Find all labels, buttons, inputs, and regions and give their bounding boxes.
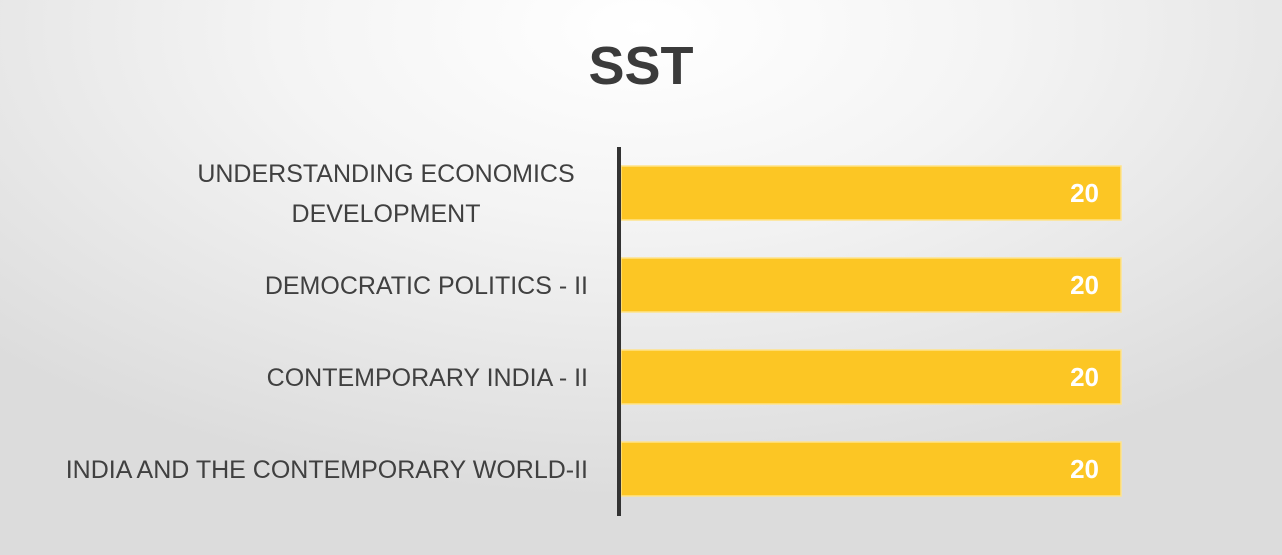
data-label-1: 20	[1070, 178, 1099, 208]
bar-3	[620, 349, 1122, 405]
category-label-3: CONTEMPORARY INDIA - II	[267, 364, 588, 392]
bars	[620, 165, 1122, 497]
data-label-4: 20	[1070, 454, 1099, 484]
category-label-2: DEMOCRATIC POLITICS - II	[265, 272, 588, 300]
data-labels: 20 20 20 20	[1070, 178, 1099, 484]
bar-1	[620, 165, 1122, 221]
bar-4	[620, 441, 1122, 497]
bar-2	[620, 257, 1122, 313]
category-label-4: INDIA AND THE CONTEMPORARY WORLD-II	[66, 456, 588, 484]
data-label-2: 20	[1070, 270, 1099, 300]
chart-title: SST	[588, 36, 693, 96]
category-label-1-line-2: DEVELOPMENT	[292, 200, 481, 228]
category-labels: UNDERSTANDING ECONOMICS DEVELOPMENT DEMOCR…	[66, 160, 588, 484]
data-label-3: 20	[1070, 362, 1099, 392]
category-label-1-line-1: UNDERSTANDING ECONOMICS	[197, 160, 574, 188]
